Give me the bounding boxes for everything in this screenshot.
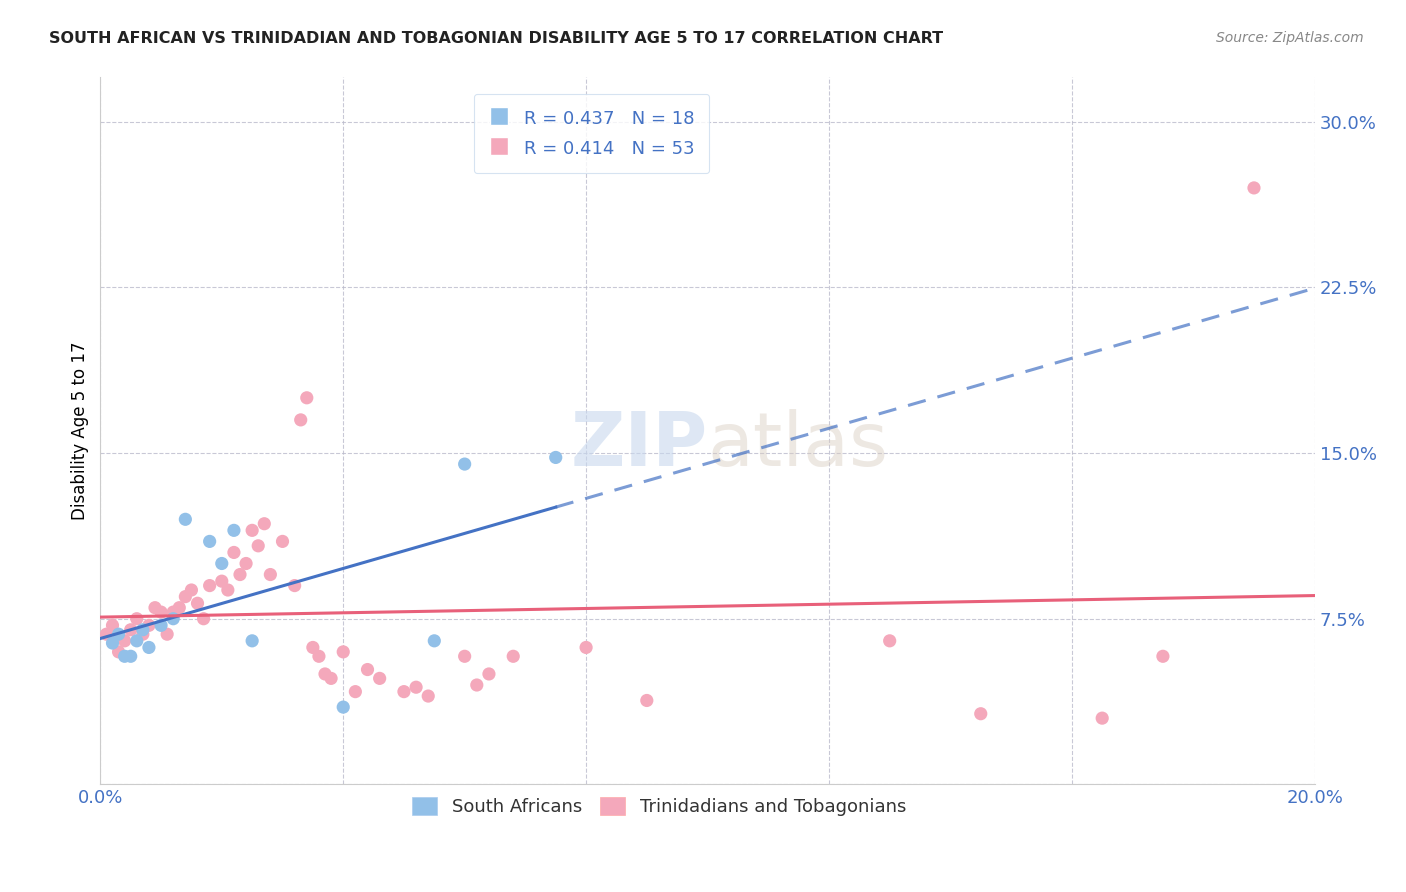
Text: atlas: atlas	[707, 409, 889, 482]
Point	[418, 689, 440, 703]
Point	[368, 672, 391, 686]
Point	[107, 645, 129, 659]
Point	[120, 649, 142, 664]
Point	[107, 627, 129, 641]
Point	[1091, 711, 1114, 725]
Point	[575, 640, 598, 655]
Point	[222, 545, 245, 559]
Point	[198, 534, 221, 549]
Point	[156, 627, 179, 641]
Text: SOUTH AFRICAN VS TRINIDADIAN AND TOBAGONIAN DISABILITY AGE 5 TO 17 CORRELATION C: SOUTH AFRICAN VS TRINIDADIAN AND TOBAGON…	[49, 31, 943, 46]
Point	[150, 605, 173, 619]
Point	[132, 627, 155, 641]
Point	[235, 557, 257, 571]
Point	[162, 612, 184, 626]
Point	[101, 618, 124, 632]
Point	[193, 612, 215, 626]
Point	[344, 684, 367, 698]
Point	[1243, 181, 1265, 195]
Point	[211, 557, 233, 571]
Point	[247, 539, 270, 553]
Point	[132, 623, 155, 637]
Point	[125, 633, 148, 648]
Point	[125, 612, 148, 626]
Point	[302, 640, 325, 655]
Legend: South Africans, Trinidadians and Tobagonians: South Africans, Trinidadians and Tobagon…	[404, 788, 915, 825]
Point	[96, 627, 118, 641]
Point	[138, 640, 160, 655]
Point	[114, 649, 136, 664]
Point	[240, 524, 263, 538]
Point	[240, 633, 263, 648]
Point	[150, 618, 173, 632]
Point	[392, 684, 415, 698]
Point	[332, 645, 354, 659]
Point	[308, 649, 330, 664]
Point	[405, 680, 427, 694]
Point	[453, 649, 475, 664]
Point	[180, 582, 202, 597]
Point	[284, 578, 307, 592]
Point	[211, 574, 233, 589]
Point	[120, 623, 142, 637]
Point	[271, 534, 294, 549]
Point	[143, 600, 166, 615]
Point	[453, 457, 475, 471]
Point	[169, 600, 191, 615]
Point	[1152, 649, 1174, 664]
Point	[314, 667, 336, 681]
Point	[162, 605, 184, 619]
Point	[186, 596, 208, 610]
Point	[356, 663, 378, 677]
Point	[319, 672, 342, 686]
Point	[229, 567, 252, 582]
Point	[138, 618, 160, 632]
Point	[970, 706, 993, 721]
Point	[259, 567, 281, 582]
Point	[253, 516, 276, 531]
Point	[222, 524, 245, 538]
Point	[114, 633, 136, 648]
Text: Source: ZipAtlas.com: Source: ZipAtlas.com	[1216, 31, 1364, 45]
Text: ZIP: ZIP	[571, 409, 707, 482]
Y-axis label: Disability Age 5 to 17: Disability Age 5 to 17	[72, 342, 89, 520]
Point	[174, 590, 197, 604]
Point	[332, 700, 354, 714]
Point	[295, 391, 318, 405]
Point	[879, 633, 901, 648]
Point	[478, 667, 501, 681]
Point	[636, 693, 658, 707]
Point	[101, 636, 124, 650]
Point	[544, 450, 567, 465]
Point	[465, 678, 488, 692]
Point	[423, 633, 446, 648]
Point	[502, 649, 524, 664]
Point	[198, 578, 221, 592]
Point	[290, 413, 312, 427]
Point	[174, 512, 197, 526]
Point	[217, 582, 239, 597]
